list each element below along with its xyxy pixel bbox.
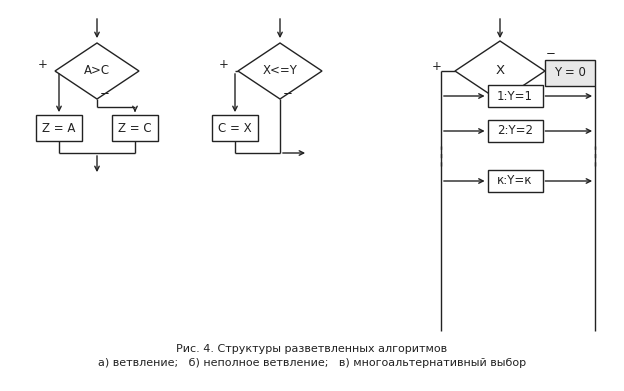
Text: к:Y=к: к:Y=к [497,174,533,188]
Polygon shape [55,43,139,99]
Text: Y = 0: Y = 0 [554,66,586,79]
Text: −: − [283,86,293,99]
Text: +: + [38,59,48,72]
Text: −: − [546,47,556,59]
Text: Рис. 4. Структуры разветвленных алгоритмов: Рис. 4. Структуры разветвленных алгоритм… [177,344,447,354]
Text: A>C: A>C [84,65,110,77]
Text: X<=Y: X<=Y [263,65,298,77]
Text: −: − [100,86,110,99]
Text: 1:Y=1: 1:Y=1 [497,90,533,102]
Bar [487,120,542,142]
Text: +: + [219,59,229,72]
Text: Z = C: Z = C [118,122,152,135]
Text: 2:Y=2: 2:Y=2 [497,124,533,138]
Bar [487,170,542,192]
Text: +: + [432,61,442,74]
Text: C = X: C = X [218,122,252,135]
Bar [545,60,595,86]
Text: а) ветвление;   б) неполное ветвление;   в) многоальтернативный выбор: а) ветвление; б) неполное ветвление; в) … [98,358,526,368]
Polygon shape [238,43,322,99]
Text: Z = A: Z = A [42,122,76,135]
Bar [112,115,158,141]
Bar [487,85,542,107]
Text: X: X [495,65,505,77]
Bar [36,115,82,141]
Bar [212,115,258,141]
Polygon shape [455,41,545,101]
